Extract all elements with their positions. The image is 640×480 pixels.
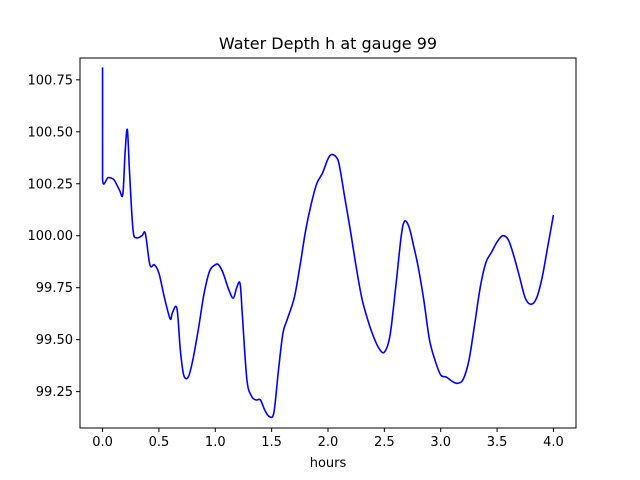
y-tick-label: 100.25 — [28, 177, 74, 192]
y-tick-label: 100.00 — [28, 229, 74, 244]
x-tick-label: 0.5 — [149, 435, 170, 450]
x-tick-label: 4.0 — [543, 435, 564, 450]
plot-frame — [79, 57, 577, 429]
y-tick-label: 99.50 — [36, 333, 73, 348]
y-axis: 99.25 99.50 99.75 100.00 100.25 100.50 100.75 — [28, 73, 80, 400]
x-tick-label: 3.0 — [430, 435, 451, 450]
chart-title: Water Depth h at gauge 99 — [219, 34, 437, 53]
x-tick-label: 1.0 — [205, 435, 226, 450]
y-tick-label: 99.25 — [36, 385, 73, 400]
y-tick-label: 99.75 — [36, 281, 73, 296]
x-tick-label: 2.5 — [374, 435, 395, 450]
x-tick-label: 1.5 — [261, 435, 282, 450]
x-axis-label: hours — [310, 456, 347, 471]
x-tick-label: 3.5 — [487, 435, 508, 450]
x-axis: 0.0 0.5 1.0 1.5 2.0 2.5 3.0 3.5 4.0 — [92, 428, 564, 450]
y-tick-label: 100.75 — [28, 73, 74, 88]
x-tick-label: 0.0 — [92, 435, 113, 450]
series-line — [101, 67, 555, 419]
y-tick-label: 100.50 — [28, 125, 74, 140]
x-tick-label: 2.0 — [318, 435, 339, 450]
